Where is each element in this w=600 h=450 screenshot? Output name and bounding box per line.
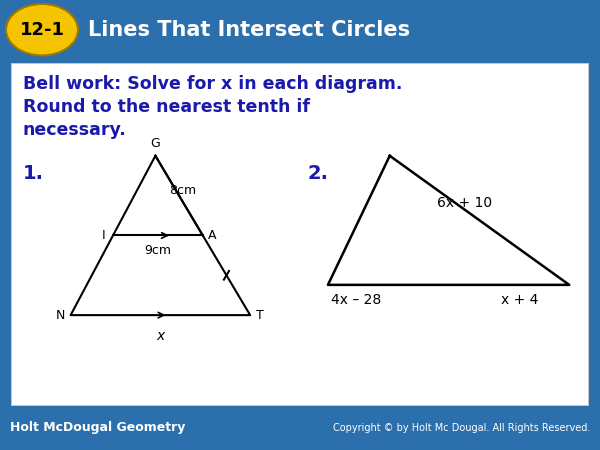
Ellipse shape bbox=[6, 4, 78, 55]
Text: I: I bbox=[101, 229, 105, 242]
Text: Bell work: Solve for x in each diagram.: Bell work: Solve for x in each diagram. bbox=[23, 75, 402, 93]
Text: 4x – 28: 4x – 28 bbox=[331, 293, 381, 307]
Text: x: x bbox=[156, 329, 164, 343]
Text: A: A bbox=[208, 229, 216, 242]
Text: G: G bbox=[151, 137, 160, 150]
Text: x + 4: x + 4 bbox=[501, 293, 538, 307]
Text: T: T bbox=[256, 309, 264, 322]
Text: 9cm: 9cm bbox=[145, 243, 172, 256]
Text: 2.: 2. bbox=[308, 164, 329, 183]
Text: Lines That Intersect Circles: Lines That Intersect Circles bbox=[88, 20, 410, 40]
Text: Copyright © by Holt Mc Dougal. All Rights Reserved.: Copyright © by Holt Mc Dougal. All Right… bbox=[332, 423, 590, 433]
Text: 6x + 10: 6x + 10 bbox=[437, 196, 492, 210]
Text: necessary.: necessary. bbox=[23, 122, 127, 140]
Text: 12-1: 12-1 bbox=[19, 21, 65, 39]
Text: Round to the nearest tenth if: Round to the nearest tenth if bbox=[23, 98, 310, 116]
Text: N: N bbox=[55, 309, 65, 322]
Text: 1.: 1. bbox=[23, 164, 44, 183]
Text: Holt McDougal Geometry: Holt McDougal Geometry bbox=[10, 422, 185, 434]
Text: 8cm: 8cm bbox=[169, 184, 196, 197]
